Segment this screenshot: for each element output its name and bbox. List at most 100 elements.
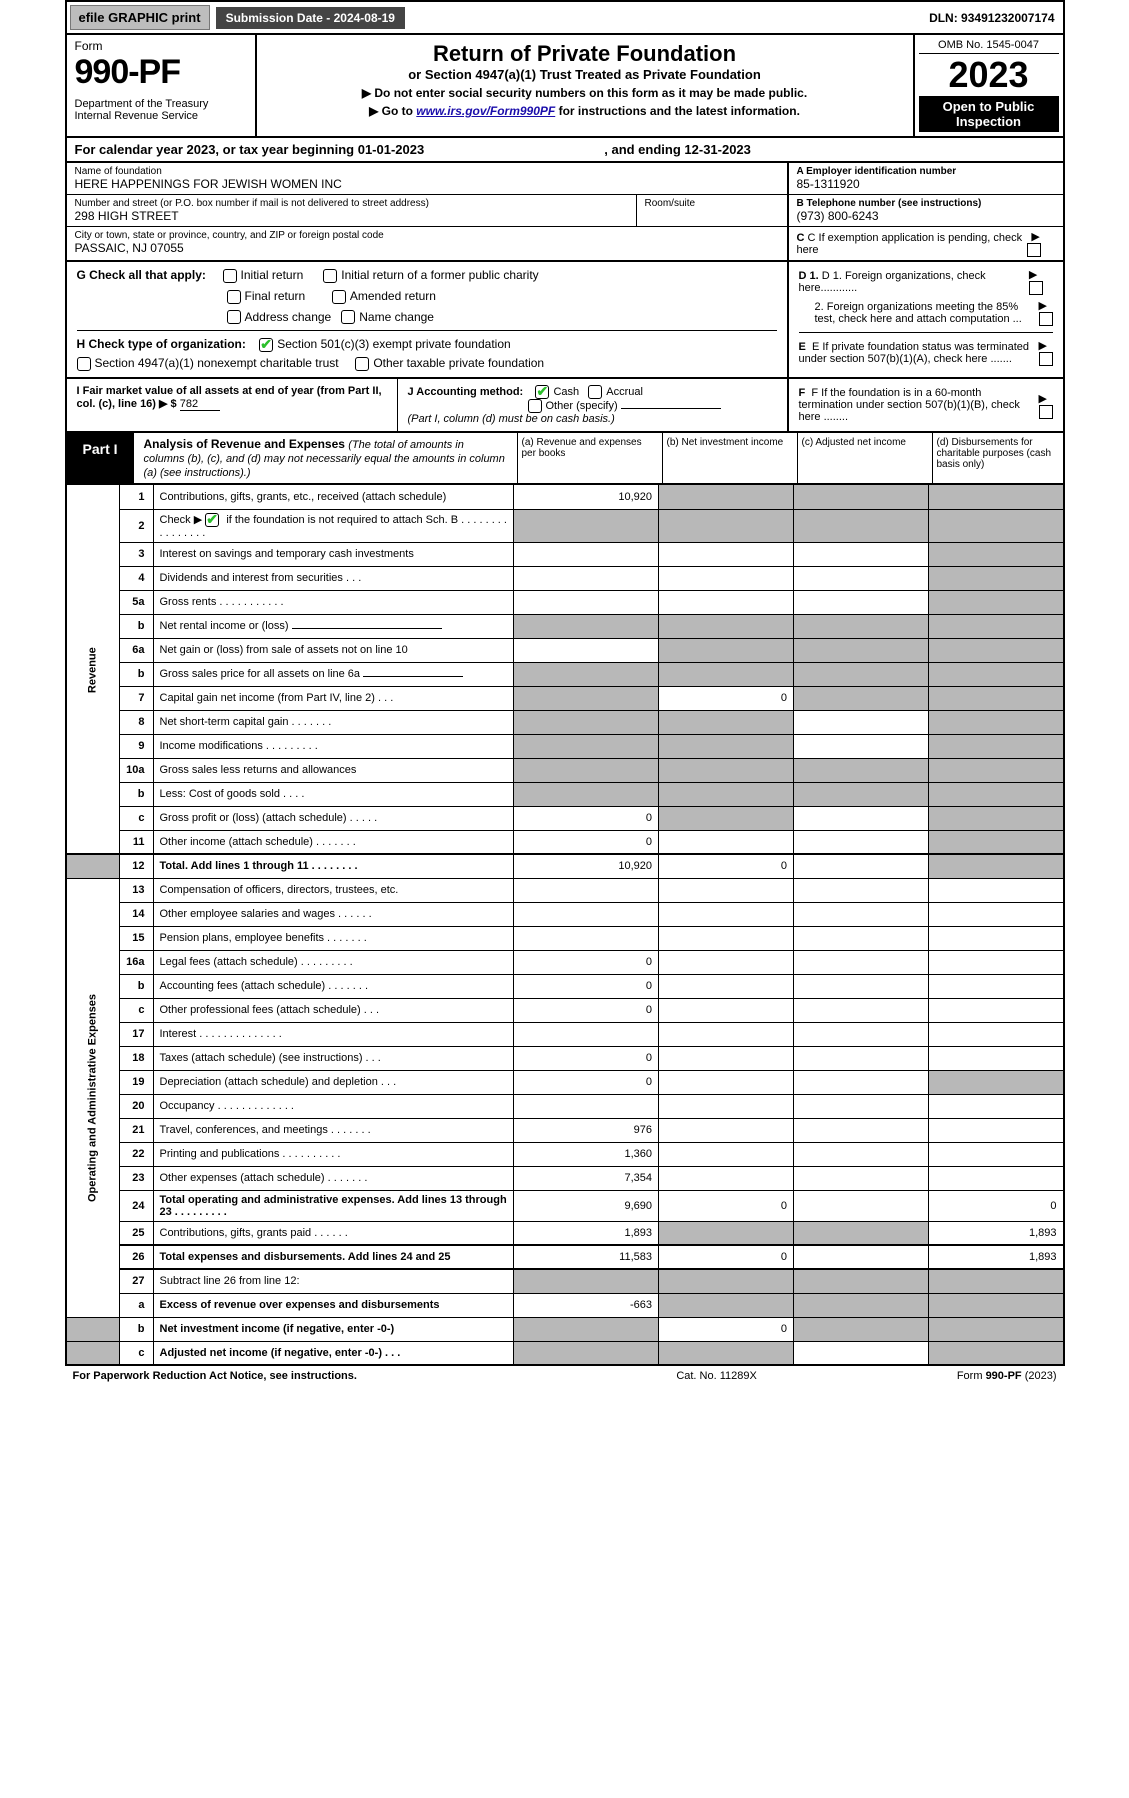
row-num: 1 [119,485,153,509]
calendar-begin: For calendar year 2023, or tax year begi… [75,142,425,157]
row-desc: Taxes (attach schedule) (see instruction… [153,1046,514,1070]
g-address-checkbox[interactable] [227,310,241,324]
cell-a: 0 [514,830,659,854]
row-num: 22 [119,1142,153,1166]
row-num: 26 [119,1245,153,1269]
department-label: Department of the Treasury Internal Reve… [75,98,247,122]
d1-label: D 1. D 1. Foreign organizations, check h… [799,270,1029,294]
d2-label: 2. Foreign organizations meeting the 85%… [799,301,1039,325]
j-accrual-checkbox[interactable] [588,385,602,399]
row-desc: Other employee salaries and wages . . . … [153,902,514,926]
d2-checkbox[interactable] [1039,312,1053,326]
row-desc: Total operating and administrative expen… [153,1190,514,1221]
row-num: 18 [119,1046,153,1070]
c-checkbox[interactable] [1027,243,1041,257]
catalog-number: Cat. No. 11289X [676,1370,757,1382]
h-4947-checkbox[interactable] [77,357,91,371]
h-501c3-checkbox[interactable] [259,338,273,352]
cell-a: 0 [514,806,659,830]
row-num: 24 [119,1190,153,1221]
ein-value: 85-1311920 [797,177,1055,191]
foundation-name: HERE HAPPENINGS FOR JEWISH WOMEN INC [75,177,779,191]
g-initial-public-checkbox[interactable] [323,269,337,283]
row-desc: Other professional fees (attach schedule… [153,998,514,1022]
city-value: PASSAIC, NJ 07055 [75,241,779,255]
col-a-header: (a) Revenue and expenses per books [517,433,662,483]
row-num: 16a [119,950,153,974]
f-text: F If the foundation is in a 60-month ter… [799,387,1020,423]
row-desc: Dividends and interest from securities .… [153,566,514,590]
cell-a: -663 [514,1293,659,1317]
revenue-vlabel: Revenue [66,485,120,854]
g-final-checkbox[interactable] [227,290,241,304]
efile-button[interactable]: efile GRAPHIC print [70,5,210,30]
part1-title: Analysis of Revenue and Expenses [144,437,345,451]
row-num: 12 [119,854,153,878]
row-num: b [119,974,153,998]
e-checkbox[interactable] [1039,352,1053,366]
name-label: Name of foundation [75,166,779,177]
schb-checkbox[interactable] [205,513,219,527]
ein-label: A Employer identification number [797,166,1055,177]
address-label: Number and street (or P.O. box number if… [75,198,628,209]
row-desc: Gross sales price for all assets on line… [153,662,514,686]
cell-c [794,485,929,509]
part1-tag: Part I [67,433,134,483]
row-desc: Interest on savings and temporary cash i… [153,542,514,566]
form-subtitle: or Section 4947(a)(1) Trust Treated as P… [267,67,903,82]
row-desc: Travel, conferences, and meetings . . . … [153,1118,514,1142]
row-desc: Depreciation (attach schedule) and deple… [153,1070,514,1094]
cell-d: 0 [929,1190,1064,1221]
j-other-checkbox[interactable] [528,399,542,413]
row-num: 7 [119,686,153,710]
d1-text: D 1. Foreign organizations, check here..… [799,270,986,294]
dln-label: DLN: 93491232007174 [929,11,1062,25]
row-num: b [119,614,153,638]
instructions-link[interactable]: www.irs.gov/Form990PF [416,104,555,118]
r5b-text: Net rental income or (loss) [160,620,289,632]
row-num: 20 [119,1094,153,1118]
row-desc: Total expenses and disbursements. Add li… [153,1245,514,1269]
cell-a: 1,360 [514,1142,659,1166]
f-checkbox[interactable] [1039,405,1053,419]
check-section-gh: G Check all that apply: Initial return I… [65,262,1065,379]
cell-d: 1,893 [929,1221,1064,1245]
row-num: 25 [119,1221,153,1245]
g-amended-checkbox[interactable] [332,290,346,304]
row-num: 15 [119,926,153,950]
row-desc: Legal fees (attach schedule) . . . . . .… [153,950,514,974]
cell-a: 10,920 [514,854,659,878]
cell-b: 0 [659,1245,794,1269]
row-desc: Total. Add lines 1 through 11 . . . . . … [153,854,514,878]
j-cash-checkbox[interactable] [535,385,549,399]
g-name-checkbox[interactable] [341,310,355,324]
ssn-note: ▶ Do not enter social security numbers o… [267,86,903,100]
j-other-input[interactable] [621,408,721,409]
form-header: Form 990-PF Department of the Treasury I… [65,35,1065,138]
row-num: 3 [119,542,153,566]
g-initial-checkbox[interactable] [223,269,237,283]
e-label: E E If private foundation status was ter… [799,341,1039,365]
h-other-checkbox[interactable] [355,357,369,371]
foundation-info: Name of foundation HERE HAPPENINGS FOR J… [65,163,1065,262]
d1-checkbox[interactable] [1029,281,1043,295]
row-desc: Less: Cost of goods sold . . . . [153,782,514,806]
h-label: H Check type of organization: [77,337,246,351]
row-num: c [119,806,153,830]
row-desc: Check ▶ if the foundation is not require… [153,509,514,542]
row-num: a [119,1293,153,1317]
e-text: E If private foundation status was termi… [799,341,1030,365]
row-desc: Gross rents . . . . . . . . . . . [153,590,514,614]
h-501c3: Section 501(c)(3) exempt private foundat… [277,337,510,351]
cell-b: 0 [659,854,794,878]
submission-date: Submission Date - 2024-08-19 [216,7,405,29]
row-num: c [119,1341,153,1365]
g-label: G Check all that apply: [77,268,206,282]
row-desc: Compensation of officers, directors, tru… [153,878,514,902]
g-address: Address change [245,310,332,324]
row-num: b [119,1317,153,1341]
form-label: Form [75,39,247,53]
cell-b: 0 [659,1317,794,1341]
room-label: Room/suite [637,195,787,226]
row-num: 9 [119,734,153,758]
